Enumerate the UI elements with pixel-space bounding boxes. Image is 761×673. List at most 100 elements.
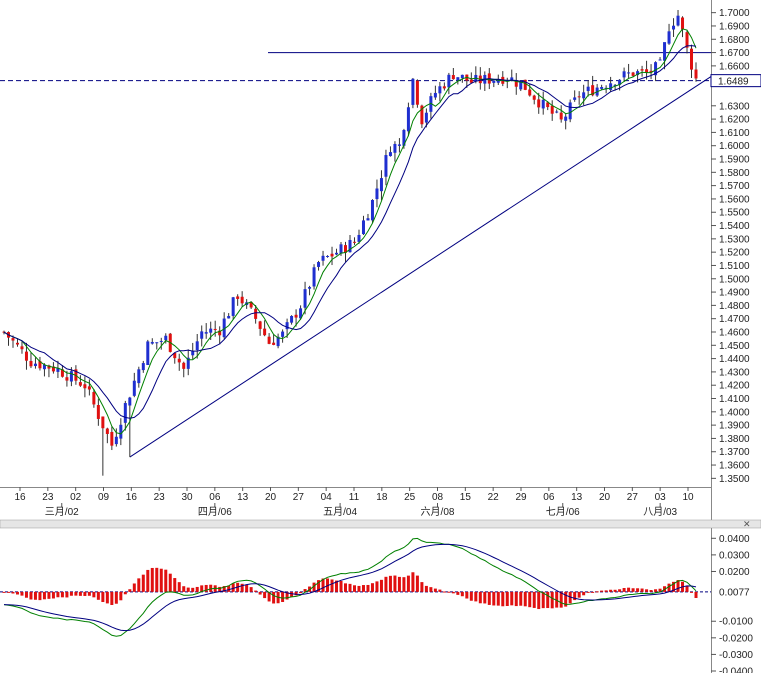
candlestick <box>303 281 307 315</box>
time-tick-label: 23 <box>154 492 166 503</box>
candle-body <box>204 332 208 334</box>
time-axis: 16 23 02 09 16 23 30 06 13 20 27 04 11 18 25 08 15 22 29 06… <box>14 487 694 518</box>
macd-histogram-bar <box>411 572 415 592</box>
candle-body <box>442 86 446 89</box>
macd-histogram-bar <box>402 577 406 592</box>
time-tick-label: 11 <box>349 492 360 503</box>
macd-histogram-bar <box>415 575 419 592</box>
price-tick-label: 1.4100 <box>719 394 750 405</box>
macd-histogram-bar <box>388 575 392 592</box>
price-tick-label: 1.5300 <box>719 234 750 245</box>
candlestick <box>231 296 235 320</box>
macd-histogram-bar <box>231 583 235 592</box>
candlestick <box>60 365 64 378</box>
macd-histogram-bar <box>110 591 114 605</box>
candle-body <box>685 32 689 48</box>
macd-histogram-bar <box>496 591 500 606</box>
price-tick-label: 1.6300 <box>719 101 750 112</box>
macd-tick-label: -0.0200 <box>719 633 753 644</box>
time-tick-label: 16 <box>14 492 26 503</box>
candle-body <box>357 234 361 242</box>
macd-histogram-bar <box>344 583 348 592</box>
candlestick <box>375 179 379 208</box>
macd-histogram-bar <box>393 575 397 592</box>
candle-body <box>609 83 613 90</box>
macd-histogram-bar <box>370 583 374 592</box>
candle-body <box>379 178 383 192</box>
candle-body <box>411 78 415 105</box>
price-tick-label: 1.4700 <box>719 314 750 325</box>
candle-body <box>150 341 154 344</box>
candle-body <box>92 392 96 405</box>
panel-splitter <box>0 519 761 529</box>
macd-histogram-bar <box>87 591 91 596</box>
price-tick-label: 1.6900 <box>719 21 750 32</box>
candlestick <box>330 246 334 266</box>
candle-body <box>200 331 204 339</box>
candlestick <box>447 72 451 95</box>
price-tick-label: 1.5800 <box>719 168 750 179</box>
macd-histogram-bar <box>658 588 662 592</box>
candlestick <box>514 73 518 95</box>
macd-histogram-bar <box>173 578 177 592</box>
candle-body <box>344 245 348 253</box>
time-tick-label: 20 <box>599 492 611 503</box>
macd-histogram-bar <box>204 584 208 592</box>
macd-histogram-bar <box>119 591 123 601</box>
candle-body <box>420 105 424 125</box>
price-tick-label: 1.4400 <box>719 354 750 365</box>
macd-histogram-bar <box>83 591 87 596</box>
price-tick-label: 1.4300 <box>719 367 750 378</box>
candlestick <box>406 102 410 137</box>
price-tick-label: 1.5000 <box>719 274 750 285</box>
candle-body <box>290 315 294 323</box>
macd-histogram-bar <box>222 586 226 592</box>
candle-body <box>645 69 649 73</box>
candle-body <box>681 17 685 30</box>
month-label: 五月/04 <box>323 506 357 518</box>
candlestick <box>182 361 186 378</box>
price-tick-label: 1.3800 <box>719 434 750 445</box>
candlestick <box>555 109 559 114</box>
macd-histogram-bar <box>290 591 294 597</box>
candlestick <box>254 305 258 324</box>
price-tick-label: 1.5100 <box>719 261 750 272</box>
macd-axis: 0.0400 0.0300 0.0200 -0.0100 -0.0200 -0.0300 -… <box>711 534 753 673</box>
time-tick-label: 30 <box>181 492 193 503</box>
candle-body <box>496 79 500 83</box>
price-tick-label: 1.3500 <box>719 474 750 485</box>
candlestick <box>361 215 365 235</box>
month-label: 六月/08 <box>421 506 455 518</box>
candlestick <box>159 337 163 350</box>
candlestick <box>119 418 123 446</box>
candlestick <box>92 389 96 408</box>
macd-histogram-bar <box>582 591 586 596</box>
macd-histogram-bar <box>586 591 590 593</box>
candle-body <box>447 74 451 88</box>
candle-body <box>159 340 163 342</box>
macd-histogram-bar <box>92 591 96 598</box>
candlestick <box>672 18 676 37</box>
candle-body <box>209 328 213 333</box>
month-label: 四月/06 <box>198 506 232 518</box>
candle-body <box>128 397 132 406</box>
candle-body <box>240 296 244 304</box>
macd-histogram-bar <box>281 591 285 602</box>
candle-body <box>38 361 42 369</box>
candlestick <box>213 320 217 337</box>
macd-histogram-bar <box>379 579 383 592</box>
macd-histogram-bar <box>299 591 303 594</box>
candlestick <box>469 72 473 84</box>
macd-histogram-bar <box>294 591 298 596</box>
candle-body <box>303 289 307 308</box>
candle-body <box>24 351 28 361</box>
macd-histogram-bar <box>38 591 42 601</box>
candlestick <box>397 138 401 153</box>
candle-body <box>388 152 392 157</box>
macd-histogram-bar <box>101 591 105 603</box>
candlestick <box>227 313 231 319</box>
macd-histogram-bar <box>528 591 532 608</box>
candle-body <box>460 74 464 79</box>
candlestick <box>627 63 631 79</box>
candlestick <box>366 213 370 221</box>
